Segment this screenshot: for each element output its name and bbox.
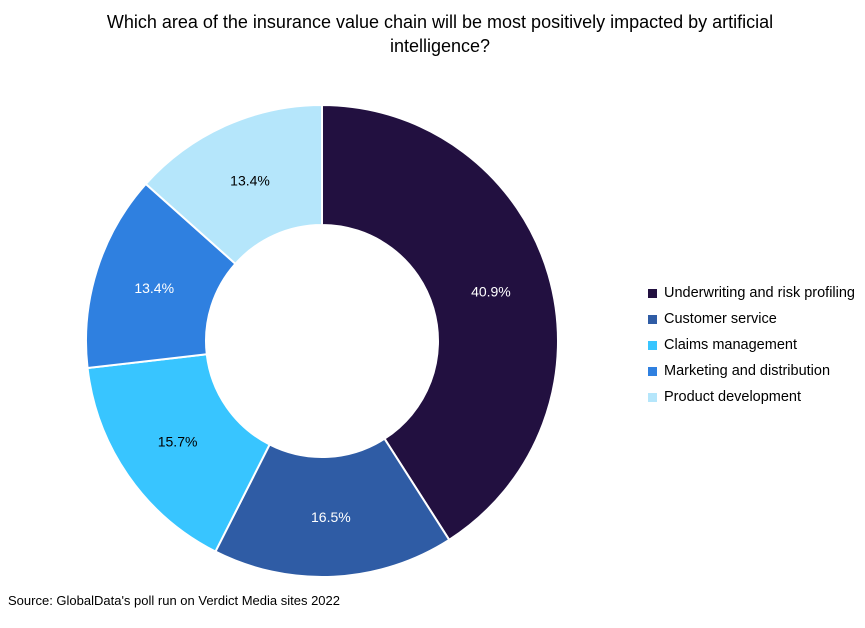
legend-swatch — [648, 340, 657, 350]
chart-title: Which area of the insurance value chain … — [106, 12, 774, 56]
legend-label: Marketing and distribution — [664, 363, 831, 379]
slice-customer-service — [214, 437, 451, 578]
legend-label: Claims management — [664, 337, 797, 353]
data-label: 15.7% — [158, 434, 198, 450]
legend-label: Product development — [664, 389, 802, 405]
legend-label: Customer service — [664, 311, 777, 327]
legend-swatch — [648, 366, 657, 376]
source-note: Source: GlobalData's poll run on Verdict… — [8, 593, 341, 608]
slice-claims-management — [86, 353, 271, 553]
legend-swatch — [648, 288, 657, 298]
legend-swatch — [648, 392, 657, 402]
data-label: 16.5% — [311, 509, 351, 525]
legend-item: Underwriting and risk profiling — [648, 280, 855, 306]
legend-swatch — [648, 314, 657, 324]
data-label: 13.4% — [134, 280, 174, 296]
chart-legend: Underwriting and risk profiling Customer … — [648, 280, 855, 410]
data-label: 13.4% — [230, 172, 270, 188]
legend-item: Customer service — [648, 306, 855, 332]
slice-product-development — [144, 103, 323, 266]
legend-item: Claims management — [648, 332, 855, 358]
slice-underwriting-and-risk-profiling — [321, 103, 559, 542]
legend-item: Marketing and distribution — [648, 358, 855, 384]
legend-item: Product development — [648, 384, 855, 410]
legend-label: Underwriting and risk profiling — [664, 285, 855, 301]
data-label: 40.9% — [471, 284, 511, 300]
slice-marketing-and-distribution — [85, 182, 237, 370]
